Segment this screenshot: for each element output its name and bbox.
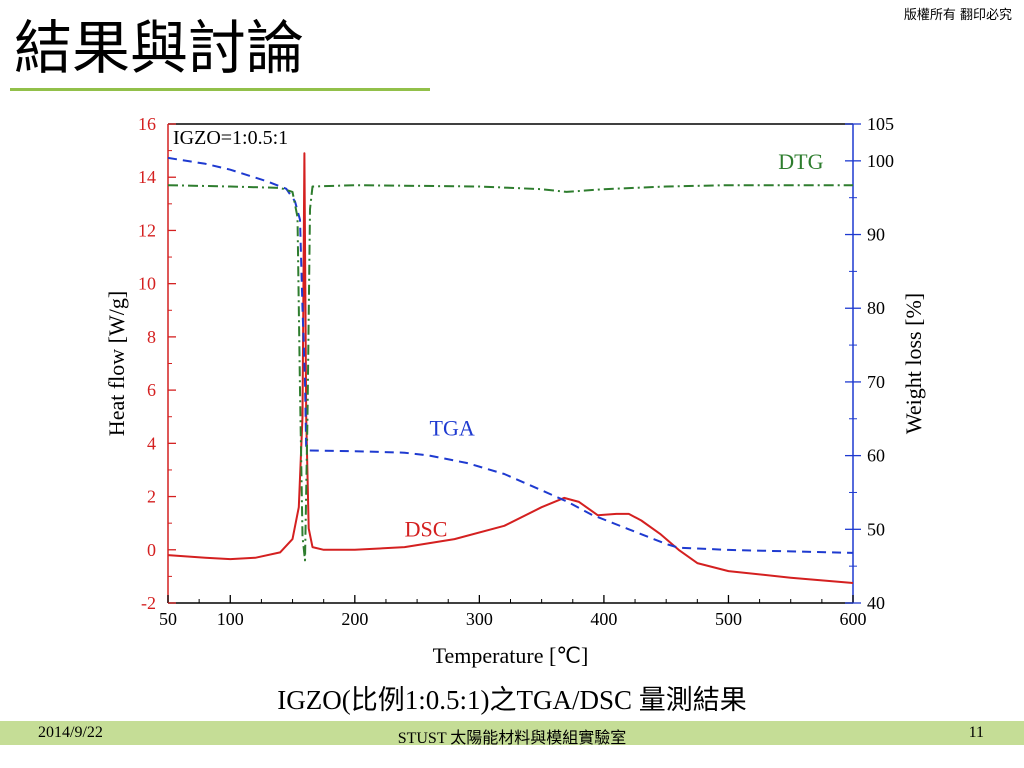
y-tick-label: 14 [138,167,156,187]
footer-date: 2014/9/22 [38,724,103,741]
x-tick-label: 50 [159,609,177,629]
y2-tick-label: 80 [867,298,885,318]
y-axis-title: Heat flow [W/g] [104,291,129,436]
x-tick-label: 100 [217,609,244,629]
y-tick-label: 10 [138,274,156,294]
series-tga-line [167,156,854,554]
copyright-notice: 版權所有 翻印必究 [903,8,1012,23]
y2-tick-label: 40 [867,593,885,613]
x-tick-label: 300 [466,609,493,629]
slide-title: 結果與討論 [14,14,305,82]
y-tick-label: 0 [147,540,156,560]
y2-tick-label: 50 [867,519,885,539]
series-dtg-line [167,184,853,562]
x-tick-label: 500 [715,609,742,629]
chart-annotation: IGZO=1:0.5:1 [173,127,288,149]
series-label-dsc: DSC [405,516,448,541]
footer-lab-name: STUST 太陽能材料與模組實驗室 [397,730,627,747]
y2-tick-label: 90 [867,225,885,245]
y-tick-label: 4 [147,433,156,453]
y2-tick-label: 100 [867,151,894,171]
y2-tick-label: 70 [867,372,885,392]
x-tick-label: 400 [590,609,617,629]
series-dsc-line [167,152,854,584]
footer-bar: 2014/9/22 STUST 太陽能材料與模組實驗室 11 [0,721,1024,747]
figure-caption: IGZO(比例1:0.5:1)之TGA/DSC 量測結果 [277,685,747,715]
axes: 50 100 200 300 400 500 600 -2 0 2 4 6 8 10 12 14 16 40 50 6… [104,114,926,668]
footer-page-number: 11 [968,724,984,741]
series-label-tga: TGA [430,415,475,440]
y-tick-label: -2 [141,593,156,613]
title-underline [10,88,430,91]
series-label-dtg: DTG [778,149,823,174]
series [167,152,854,584]
y2-axis-title: Weight loss [%] [901,293,926,434]
y-tick-label: 6 [147,380,156,400]
tga-dsc-chart: 50 100 200 300 400 500 600 -2 0 2 4 6 8 10 12 14 16 40 50 6… [104,114,926,668]
y-tick-label: 12 [138,220,156,240]
x-tick-label: 200 [341,609,368,629]
x-axis-title: Temperature [℃] [433,643,589,668]
x-tick-label: 600 [840,609,867,629]
y-tick-label: 8 [147,327,156,347]
y-tick-label: 16 [138,114,156,134]
labels: DSC TGA DTG [405,149,824,541]
y2-tick-label: 60 [867,446,885,466]
y-tick-label: 2 [147,487,156,507]
y2-tick-label: 105 [867,114,894,134]
